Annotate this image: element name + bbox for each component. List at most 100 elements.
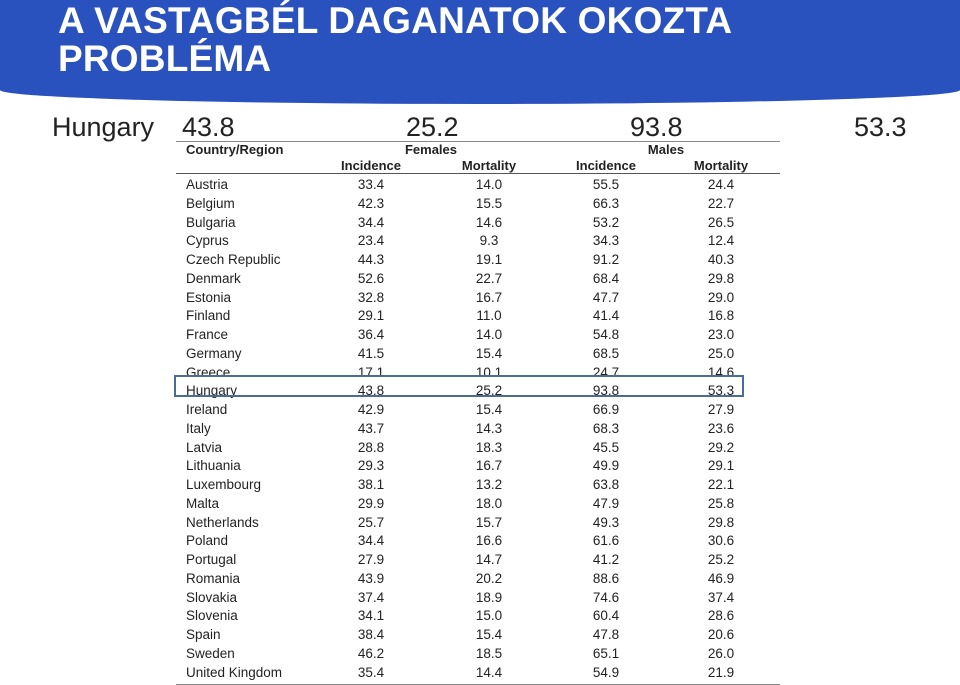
- header-males: Males: [647, 142, 685, 157]
- country-cell: Finland: [186, 308, 231, 324]
- female-mortality-cell: 22.7: [475, 270, 503, 286]
- female-mortality-cell: 14.7: [475, 552, 503, 567]
- female-incidence-cell: 52.6: [357, 270, 385, 286]
- female-mortality-cell: 9.3: [479, 233, 499, 249]
- header-country-region: Country/Region: [186, 142, 284, 157]
- female-incidence-cell: 29.3: [357, 458, 385, 474]
- highlight-male-mortality: 53.3: [854, 112, 907, 142]
- female-mortality-cell: 15.7: [475, 514, 503, 530]
- title-banner: A VASTAGBÉL DAGANATOK OKOZTA PROBLÉMA: [0, 0, 960, 104]
- male-incidence-cell: 49.3: [592, 514, 620, 530]
- slide-title: A VASTAGBÉL DAGANATOK OKOZTA PROBLÉMA: [58, 0, 731, 79]
- country-cell: Germany: [186, 345, 242, 361]
- female-mortality-cell: 11.0: [476, 308, 502, 324]
- table-row: Cyprus 23.4 9.3 34.3 12.4: [176, 232, 780, 251]
- female-mortality-cell: 15.4: [475, 345, 503, 361]
- header-female-mortality: Mortality: [461, 158, 517, 173]
- table-row: Malta 29.9 18.0 47.9 25.8: [176, 495, 780, 514]
- country-cell: Italy: [186, 420, 211, 436]
- table-row: Luxembourg 38.1 13.2 63.8 22.1: [176, 476, 780, 495]
- country-cell: Malta: [186, 495, 220, 511]
- female-mortality-cell: 14.0: [475, 177, 503, 192]
- male-incidence-cell: 61.6: [592, 533, 620, 549]
- male-incidence-cell: 66.3: [592, 195, 620, 211]
- female-mortality-cell: 16.6: [475, 533, 503, 549]
- table-row: Lithuania 29.3 16.7 49.9 29.1: [176, 457, 780, 476]
- male-mortality-cell: 24.4: [707, 177, 735, 192]
- female-mortality-cell: 15.5: [475, 195, 503, 211]
- female-mortality-cell: 19.1: [475, 252, 503, 267]
- female-incidence-cell: 25.7: [357, 514, 385, 530]
- male-mortality-cell: 22.7: [707, 195, 735, 211]
- country-cell: Cyprus: [186, 233, 229, 249]
- female-mortality-cell: 20.2: [475, 570, 503, 586]
- female-incidence-cell: 23.4: [357, 233, 385, 249]
- female-incidence-cell: 41.5: [357, 345, 385, 361]
- male-incidence-cell: 49.9: [592, 458, 620, 474]
- female-incidence-cell: 32.8: [357, 289, 385, 305]
- country-cell: Latvia: [186, 439, 223, 455]
- female-incidence-cell: 37.4: [357, 589, 385, 605]
- female-mortality-cell: 16.7: [475, 289, 503, 305]
- female-incidence-cell: 46.2: [357, 645, 385, 661]
- male-incidence-cell: 60.4: [592, 608, 620, 624]
- country-cell: Sweden: [186, 645, 235, 661]
- female-incidence-cell: 42.9: [357, 402, 385, 417]
- male-mortality-cell: 28.6: [707, 608, 735, 624]
- highlight-female-mortality: 25.2: [406, 112, 459, 142]
- male-incidence-cell: 41.4: [592, 308, 620, 324]
- female-mortality-cell: 18.3: [475, 439, 503, 455]
- hungary-highlight-box: [174, 375, 744, 397]
- female-incidence-cell: 36.4: [357, 327, 385, 342]
- country-cell: France: [186, 327, 229, 342]
- male-mortality-cell: 29.8: [707, 514, 735, 530]
- male-incidence-cell: 68.4: [592, 270, 620, 286]
- male-mortality-cell: 21.9: [707, 664, 735, 680]
- male-incidence-cell: 55.5: [592, 177, 620, 192]
- table-row: France 36.4 14.0 54.8 23.0: [176, 326, 780, 345]
- female-incidence-cell: 33.4: [357, 177, 385, 192]
- table-row: Latvia 28.8 18.3 45.5 29.2: [176, 439, 780, 458]
- male-incidence-cell: 41.2: [592, 552, 620, 567]
- male-incidence-cell: 47.7: [592, 289, 620, 305]
- male-incidence-cell: 54.8: [592, 327, 620, 342]
- highlight-country: Hungary: [52, 112, 155, 142]
- country-cell: Belgium: [186, 195, 235, 211]
- male-mortality-cell: 53.3: [707, 383, 735, 399]
- male-incidence-cell: 88.6: [592, 570, 620, 586]
- country-cell: Estonia: [186, 289, 232, 305]
- female-mortality-cell: 14.3: [475, 420, 503, 436]
- male-incidence-cell: 47.9: [592, 495, 620, 511]
- table-row: Estonia 32.8 16.7 47.7 29.0: [176, 289, 780, 308]
- country-cell: Hungary: [186, 383, 238, 399]
- country-cell: United Kingdom: [186, 664, 283, 680]
- female-incidence-cell: 34.4: [357, 214, 385, 230]
- male-incidence-cell: 63.8: [592, 477, 620, 492]
- female-mortality-cell: 15.4: [475, 402, 503, 417]
- female-mortality-cell: 18.0: [475, 495, 503, 511]
- table-row: United Kingdom 35.4 14.4 54.9 21.9: [176, 664, 780, 683]
- male-incidence-cell: 65.1: [592, 645, 620, 661]
- country-cell: Luxembourg: [186, 477, 262, 492]
- table-row: Finland 29.1 11.0 41.4 16.8: [176, 307, 780, 326]
- country-cell: Lithuania: [186, 458, 241, 474]
- male-mortality-cell: 40.3: [707, 252, 735, 267]
- table-row: Poland 34.4 16.6 61.6 30.6: [176, 532, 780, 551]
- male-mortality-cell: 30.6: [707, 533, 735, 549]
- country-cell: Austria: [186, 177, 229, 192]
- male-mortality-cell: 46.9: [707, 570, 735, 586]
- male-incidence-cell: 74.6: [592, 589, 620, 605]
- table-row: Netherlands 25.7 15.7 49.3 29.8: [176, 514, 780, 533]
- table-row: Ireland 42.9 15.4 66.9 27.9: [176, 401, 780, 420]
- male-mortality-cell: 37.4: [707, 589, 735, 605]
- male-mortality-cell: 29.2: [707, 439, 735, 455]
- male-incidence-cell: 54.9: [592, 664, 620, 680]
- header-females: Females: [404, 142, 458, 157]
- country-cell: Portugal: [186, 552, 237, 567]
- female-incidence-cell: 44.3: [357, 252, 385, 267]
- country-cell: Czech Republic: [186, 252, 281, 267]
- male-mortality-cell: 16.8: [707, 308, 735, 324]
- table-row: Portugal 27.9 14.7 41.2 25.2: [176, 551, 780, 570]
- male-incidence-cell: 66.9: [592, 402, 620, 417]
- female-mortality-cell: 16.7: [475, 458, 503, 474]
